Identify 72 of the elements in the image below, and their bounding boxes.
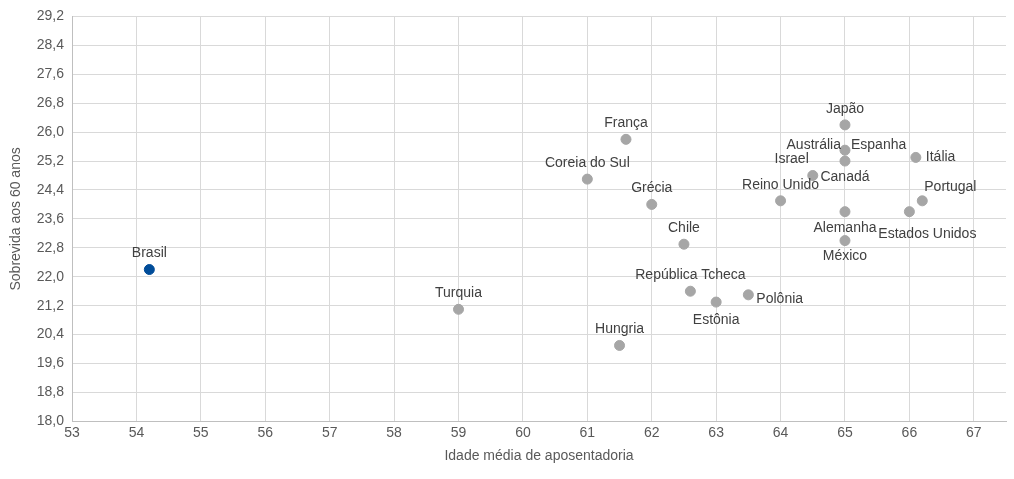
point (646, 198, 658, 210)
point (775, 195, 787, 207)
point (620, 133, 632, 145)
x-tick-label: 54 (128, 423, 145, 440)
y-tick-label: 18,0 (36, 412, 65, 429)
annotation: Estados Unidos (878, 224, 977, 241)
point (839, 155, 851, 167)
x-tick-label: 66 (901, 423, 918, 440)
point (742, 289, 754, 301)
y-axis-title: Sobrevida aos 60 anos (7, 147, 24, 291)
point (614, 339, 626, 351)
annotation: Japão (825, 99, 865, 116)
annotation: Austrália (786, 136, 842, 153)
x-tick-label: 58 (386, 423, 403, 440)
annotation: Brasil (131, 244, 167, 261)
annotation: México (822, 247, 868, 264)
annotation: Chile (667, 219, 701, 236)
annotation: Estônia (692, 310, 740, 327)
y-tick-label: 24,4 (36, 180, 65, 197)
y-tick-label: 22,0 (36, 267, 65, 284)
annotation: República Tcheca (635, 266, 746, 283)
annotation: Turquia (435, 284, 483, 301)
point (839, 119, 851, 131)
x-tick-label: 61 (579, 423, 596, 440)
y-tick-label: 20,4 (36, 325, 65, 342)
annotation: Espanha (850, 136, 907, 153)
annotation: Portugal (924, 177, 977, 194)
point (839, 144, 851, 156)
annotation: Coreia do Sul (544, 153, 630, 170)
x-tick-label: 63 (708, 423, 725, 440)
y-tick-label: 26,0 (36, 122, 65, 139)
x-tick-label: 67 (966, 423, 982, 440)
point (684, 285, 696, 297)
annotation: Alemanha (813, 218, 877, 235)
point (839, 235, 851, 247)
annotation: Polônia (756, 289, 804, 306)
y-tick-label: 25,2 (36, 151, 65, 168)
annotation: Israel (774, 150, 809, 167)
annotation: França (604, 114, 648, 131)
x-tick-label: 62 (643, 423, 660, 440)
point (910, 151, 922, 163)
y-tick-label: 27,6 (36, 65, 65, 82)
point (143, 264, 155, 276)
x-tick-label: 53 (64, 423, 81, 440)
x-tick-label: 60 (515, 423, 531, 440)
y-tick-label: 18,8 (36, 383, 65, 400)
y-tick-label: 23,6 (36, 209, 65, 226)
x-tick-label: 55 (193, 423, 209, 440)
annotation: Reino Unido (742, 175, 820, 192)
annotation: Grécia (631, 179, 673, 196)
y-tick-label: 22,8 (36, 238, 65, 255)
y-tick-label: 19,6 (36, 354, 65, 371)
x-tick-label: 56 (257, 423, 274, 440)
point (581, 173, 593, 185)
x-tick-label: 59 (450, 423, 467, 440)
point (903, 206, 915, 218)
x-tick-label: 64 (772, 423, 789, 440)
annotation: Canadá (820, 167, 870, 184)
x-tick-label: 57 (321, 423, 338, 440)
y-tick-label: 29,2 (36, 7, 65, 24)
annotation: Hungria (595, 320, 645, 337)
y-tick-label: 28,4 (36, 36, 65, 53)
point (839, 206, 851, 218)
x-tick-label: 65 (837, 423, 853, 440)
point (678, 238, 690, 250)
y-tick-label: 21,2 (36, 296, 65, 313)
y-tick-label: 26,8 (36, 94, 65, 111)
x-axis-title: Idade média de aposentadoria (444, 447, 634, 464)
point (710, 296, 722, 308)
point (453, 303, 465, 315)
annotation: Itália (925, 148, 956, 165)
point (916, 195, 928, 207)
